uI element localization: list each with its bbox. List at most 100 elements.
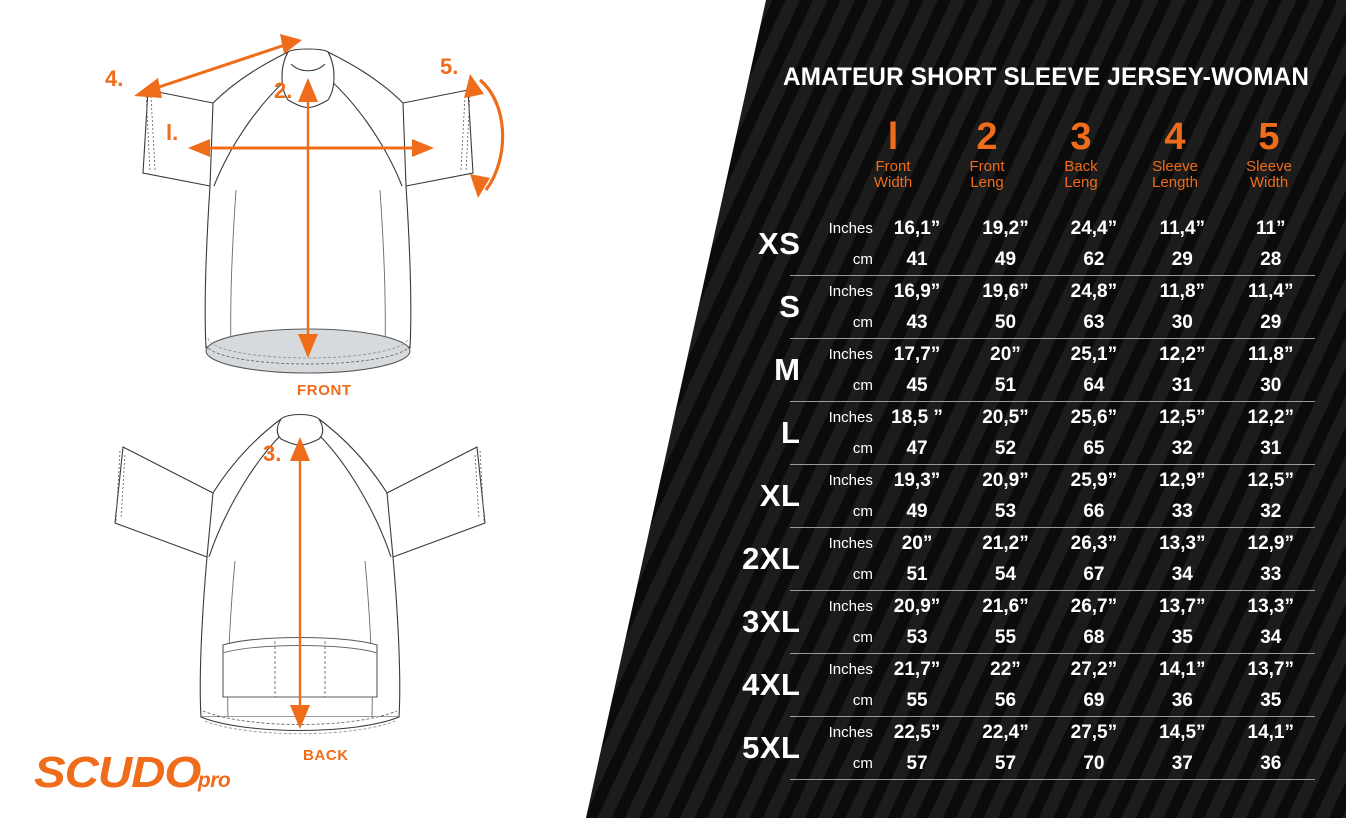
column-header-1: l Front Width	[845, 118, 941, 190]
cell-inches-4: 13,3”	[1159, 532, 1206, 554]
cell-cm-3: 64	[1083, 374, 1105, 396]
unit-label-inches: Inches	[828, 346, 873, 363]
unit-label-inches: Inches	[828, 598, 873, 615]
cell-inches-2: 19,2”	[982, 217, 1029, 239]
cell-cm-3: 67	[1083, 563, 1105, 585]
cell-cm-4: 33	[1171, 500, 1193, 522]
cell-inches-2: 20,5”	[982, 406, 1029, 428]
unit-label-cm: cm	[852, 251, 873, 268]
unit-label-inches: Inches	[828, 661, 873, 678]
cell-cm-1: 41	[906, 248, 928, 270]
column-caption-4: Sleeve Length	[1152, 158, 1198, 191]
column-number-4: 4	[1164, 116, 1186, 158]
cell-inches-1: 22,5”	[893, 721, 941, 743]
cell-cm-5: 29	[1260, 311, 1282, 333]
scudo-pro-logo: SCUDO pro	[34, 748, 231, 798]
cell-inches-4: 12,5”	[1159, 406, 1206, 428]
cell-inches-5: 13,3”	[1247, 595, 1294, 617]
size-table: XS Inches 16,1” 19,2” 24,4” 11,4” 11” cm 41 49 62 2…	[700, 213, 1315, 780]
cell-inches-2: 21,6”	[982, 595, 1029, 617]
marker-2-label: 2.	[274, 78, 292, 103]
column-number-3: 3	[1070, 116, 1092, 158]
table-row: cm 45 51 64 31 30	[700, 370, 1315, 401]
front-jersey-illustration: l. 2. 4. 5.	[105, 34, 505, 374]
cell-cm-1: 51	[906, 563, 928, 585]
cell-cm-1: 53	[906, 626, 928, 648]
cell-inches-4: 11,4”	[1159, 217, 1206, 239]
cell-inches-4: 13,7”	[1159, 595, 1206, 617]
unit-label-cm: cm	[852, 440, 873, 457]
unit-label-cm: cm	[852, 314, 873, 331]
unit-label-cm: cm	[852, 755, 873, 772]
cell-inches-5: 11,4”	[1248, 280, 1294, 302]
table-row: 2XL Inches 20” 21,2” 26,3” 13,3” 12,9”	[700, 528, 1315, 577]
cell-inches-3: 26,7”	[1070, 595, 1118, 617]
table-row: cm 49 53 66 33 32	[700, 496, 1315, 527]
table-row: 3XL Inches 20,9” 21,6” 26,7” 13,7” 13,3”	[700, 591, 1315, 640]
column-header-2: 2 Front Leng	[939, 118, 1035, 190]
marker-3-label: 3.	[263, 441, 281, 466]
size-label: 4XL	[742, 667, 801, 702]
cell-cm-5: 32	[1260, 500, 1282, 522]
cell-inches-1: 19,3”	[893, 469, 941, 491]
cell-inches-3: 24,8”	[1070, 280, 1118, 302]
cell-cm-4: 29	[1171, 248, 1193, 270]
unit-label-inches: Inches	[828, 724, 873, 741]
logo-pro-text: pro	[197, 769, 231, 792]
cell-inches-2: 19,6”	[982, 280, 1029, 302]
cell-cm-2: 53	[994, 500, 1017, 522]
logo-scudo-text: SCUDO	[34, 748, 201, 797]
unit-label-inches: Inches	[828, 220, 873, 237]
cell-cm-2: 57	[994, 752, 1017, 774]
cell-inches-3: 27,5”	[1070, 721, 1118, 743]
size-label: M	[774, 352, 801, 387]
cell-inches-2: 20”	[990, 343, 1021, 365]
cell-cm-3: 69	[1083, 689, 1105, 711]
cell-cm-5: 33	[1260, 563, 1282, 585]
row-separator	[700, 464, 1315, 465]
back-view-label: BACK	[303, 747, 349, 764]
marker-1-label: l.	[166, 120, 178, 145]
cell-inches-2: 20,9”	[982, 469, 1029, 491]
cell-inches-4: 11,8”	[1159, 280, 1206, 302]
unit-label-cm: cm	[852, 503, 873, 520]
column-number-2: 2	[976, 116, 998, 158]
cell-cm-3: 65	[1083, 437, 1105, 459]
cell-cm-4: 34	[1171, 563, 1193, 585]
cell-cm-1: 47	[906, 437, 928, 459]
cell-inches-3: 25,1”	[1070, 343, 1118, 365]
size-label: 5XL	[742, 730, 801, 765]
cell-cm-2: 56	[994, 689, 1017, 711]
cell-inches-1: 17,7”	[893, 343, 941, 365]
table-row: 5XL Inches 22,5” 22,4” 27,5” 14,5” 14,1”	[700, 717, 1315, 766]
cell-cm-5: 28	[1260, 248, 1282, 270]
column-header-3: 3 Back Leng	[1033, 118, 1129, 190]
cell-cm-2: 52	[994, 437, 1017, 459]
cell-inches-3: 26,3”	[1070, 532, 1118, 554]
cell-cm-5: 36	[1260, 752, 1282, 774]
row-separator	[700, 779, 1315, 780]
cell-cm-3: 68	[1083, 626, 1105, 648]
cell-cm-1: 57	[906, 752, 928, 774]
size-label: 2XL	[742, 541, 801, 576]
table-row: cm 57 57 70 37 36	[700, 748, 1315, 779]
column-caption-3: Back Leng	[1064, 158, 1098, 191]
cell-inches-2: 21,2”	[982, 532, 1029, 554]
row-separator	[700, 275, 1315, 276]
unit-label-cm: cm	[852, 692, 873, 709]
cell-cm-4: 36	[1171, 689, 1193, 711]
cell-cm-1: 55	[906, 689, 928, 711]
chart-title: AMATEUR SHORT SLEEVE JERSEY-WOMAN	[783, 63, 1310, 91]
cell-inches-4: 12,2”	[1159, 343, 1206, 365]
table-row: cm 47 52 65 32 31	[700, 433, 1315, 464]
row-separator	[700, 338, 1315, 339]
table-row: L Inches 18,5 ” 20,5” 25,6” 12,5” 12,2”	[700, 402, 1315, 451]
cell-cm-5: 34	[1260, 626, 1282, 648]
cell-inches-3: 25,6”	[1070, 406, 1118, 428]
jersey-diagram-panel: l. 2. 4. 5. FRONT	[34, 34, 505, 798]
table-row: XL Inches 19,3” 20,9” 25,9” 12,9” 12,5”	[700, 465, 1315, 514]
cell-inches-3: 27,2”	[1070, 658, 1118, 680]
cell-inches-1: 21,7”	[893, 658, 941, 680]
